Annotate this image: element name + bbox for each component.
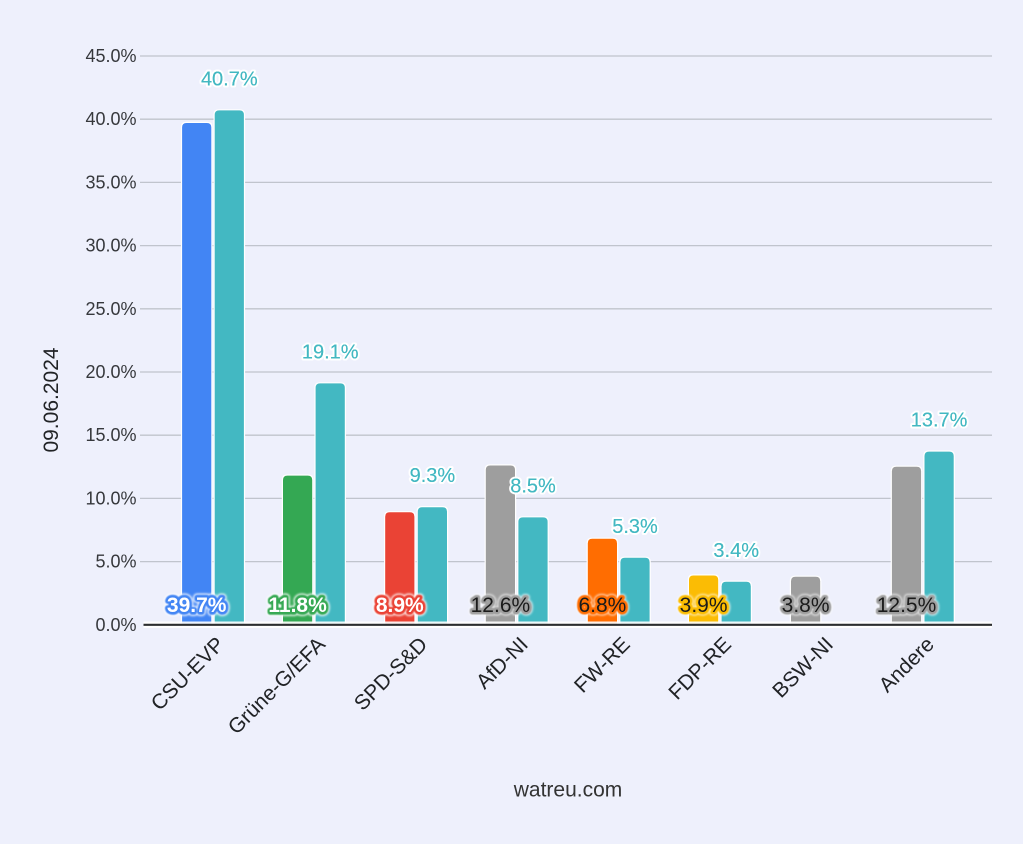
svg-text:5.3%: 5.3% (612, 516, 658, 538)
svg-text:40.7%: 40.7% (201, 68, 258, 90)
svg-text:8.5%: 8.5% (510, 475, 556, 497)
svg-text:3.4%: 3.4% (713, 540, 759, 562)
svg-text:19.1%: 19.1% (302, 341, 359, 363)
svg-text:3.8%: 3.8% (782, 594, 830, 617)
svg-text:watreu.com: watreu.com (513, 779, 623, 802)
svg-text:8.9%: 8.9% (376, 594, 424, 617)
svg-text:12.5%: 12.5% (877, 594, 937, 617)
svg-text:8.9%: 8.9% (376, 594, 424, 617)
svg-text:39.7%: 39.7% (167, 594, 227, 617)
svg-text:25.0%: 25.0% (85, 299, 136, 319)
svg-text:6.8%: 6.8% (578, 594, 626, 617)
svg-text:40.0%: 40.0% (85, 109, 136, 129)
svg-text:6.8%: 6.8% (578, 594, 626, 617)
svg-text:3.8%: 3.8% (782, 594, 830, 617)
svg-text:8.5%: 8.5% (510, 475, 556, 497)
svg-text:35.0%: 35.0% (85, 172, 136, 192)
svg-text:12.5%: 12.5% (877, 594, 937, 617)
svg-text:12.6%: 12.6% (471, 594, 531, 617)
svg-text:6.8%: 6.8% (578, 594, 626, 617)
svg-text:11.8%: 11.8% (268, 594, 327, 617)
svg-text:3.9%: 3.9% (680, 594, 728, 617)
svg-text:30.0%: 30.0% (85, 236, 136, 256)
svg-text:09.06.2024: 09.06.2024 (40, 347, 63, 452)
svg-text:11.8%: 11.8% (269, 594, 327, 617)
svg-text:8.9%: 8.9% (376, 594, 424, 617)
svg-text:3.4%: 3.4% (713, 540, 759, 562)
svg-text:39.7%: 39.7% (167, 594, 227, 617)
svg-text:40.7%: 40.7% (201, 68, 258, 90)
svg-text:15.0%: 15.0% (85, 425, 136, 445)
svg-text:3.8%: 3.8% (782, 594, 830, 617)
svg-text:5.3%: 5.3% (612, 516, 658, 538)
svg-text:12.5%: 12.5% (877, 594, 937, 617)
svg-text:45.0%: 45.0% (85, 46, 136, 66)
svg-text:3.9%: 3.9% (680, 594, 728, 617)
svg-text:9.3%: 9.3% (410, 465, 456, 487)
svg-text:10.0%: 10.0% (85, 488, 136, 508)
svg-text:19.1%: 19.1% (302, 341, 359, 363)
svg-text:20.0%: 20.0% (85, 362, 136, 382)
svg-text:3.9%: 3.9% (680, 594, 728, 617)
svg-text:13.7%: 13.7% (911, 410, 968, 432)
svg-text:9.3%: 9.3% (410, 465, 456, 487)
svg-text:11.8%: 11.8% (269, 594, 327, 617)
svg-text:5.0%: 5.0% (95, 552, 136, 572)
svg-text:12.6%: 12.6% (471, 594, 531, 617)
svg-text:39.7%: 39.7% (167, 594, 227, 617)
svg-text:0.0%: 0.0% (95, 615, 136, 635)
svg-text:13.7%: 13.7% (911, 410, 968, 432)
svg-text:12.6%: 12.6% (471, 594, 531, 617)
